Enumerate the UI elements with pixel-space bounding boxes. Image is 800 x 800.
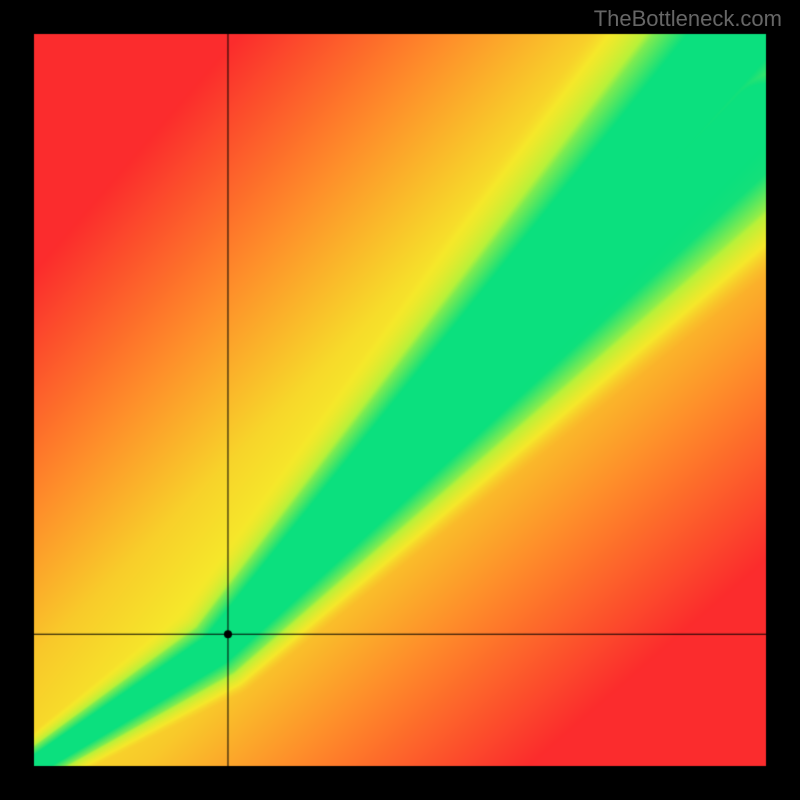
bottleneck-heatmap (0, 0, 800, 800)
chart-container: { "watermark": { "text": "TheBottleneck.… (0, 0, 800, 800)
watermark-text: TheBottleneck.com (594, 6, 782, 32)
